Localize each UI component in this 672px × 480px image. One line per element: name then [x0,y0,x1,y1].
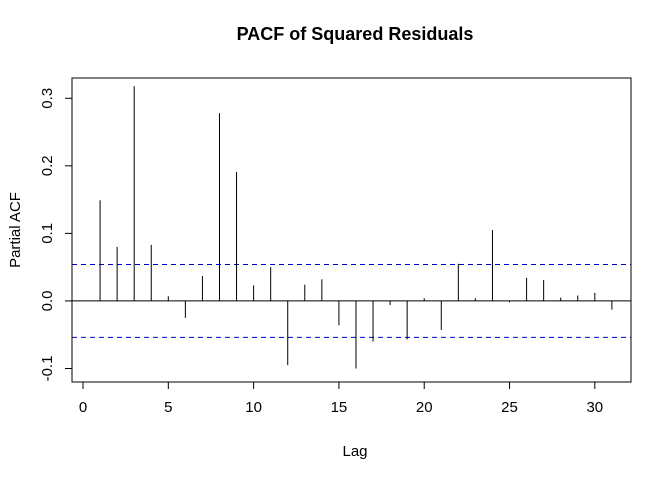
x-axis: 0 5 10 15 20 25 30 [79,382,603,416]
y-axis: -0.1 0.0 0.1 0.2 0.3 [39,88,72,382]
x-axis-label: Lag [342,443,367,460]
x-tick-label: 10 [245,399,262,416]
x-tick-label: 30 [586,399,603,416]
y-tick-label: 0.3 [39,88,56,109]
x-tick-label: 25 [501,399,518,416]
y-tick-label: 0.1 [39,223,56,244]
y-tick-label: 0.2 [39,155,56,176]
x-tick-label: 20 [416,399,433,416]
x-tick-label: 15 [331,399,348,416]
plot-area [72,86,631,369]
chart-title: PACF of Squared Residuals [237,24,474,44]
y-axis-label: Partial ACF [7,192,24,268]
y-tick-label: 0.0 [39,291,56,312]
x-tick-label: 5 [164,399,172,416]
plot-frame [71,77,632,383]
x-tick-label: 0 [79,399,87,416]
y-tick-label: -0.1 [39,356,56,382]
